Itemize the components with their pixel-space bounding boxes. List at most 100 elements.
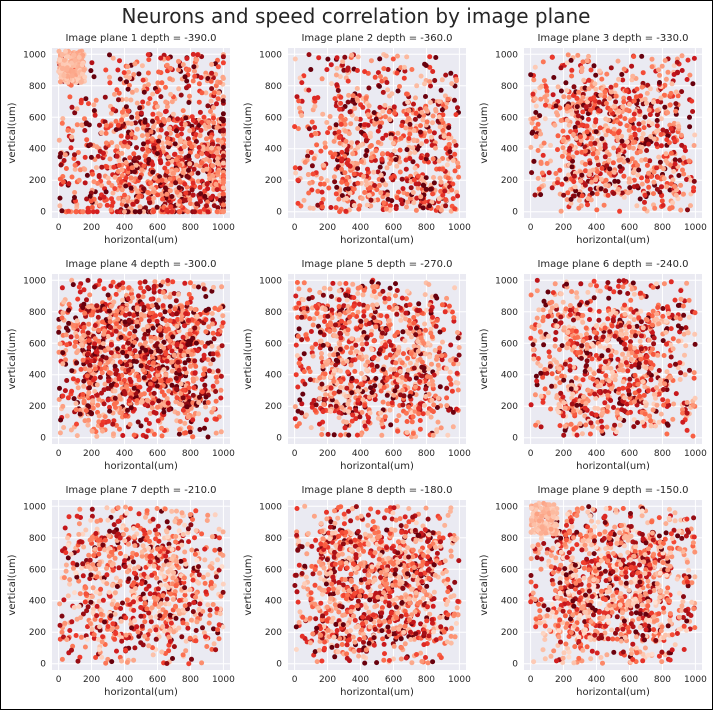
data-point [345,186,351,192]
x-tick-label: 800 [182,223,199,233]
data-point [349,140,355,146]
data-point [86,122,92,128]
data-point [579,172,585,178]
data-point [391,148,397,154]
data-point [201,206,207,212]
data-point [102,94,108,100]
data-point [299,113,305,118]
data-point [167,176,173,182]
data-point [137,280,143,286]
data-point [528,144,534,150]
data-point [90,171,95,177]
data-point [334,65,340,71]
data-point [197,109,203,115]
data-point [77,167,83,173]
data-point [339,179,345,185]
data-point [80,392,86,397]
data-point [69,368,75,374]
data-point [691,185,697,191]
data-point [404,191,410,197]
data-point [441,133,447,139]
data-point [305,172,311,178]
data-point [74,122,80,128]
data-point [220,202,226,208]
data-point [531,77,537,83]
data-point [644,90,650,96]
data-point [539,83,545,89]
data-point [309,345,315,351]
data-point [83,96,89,102]
data-point [539,170,545,176]
y-tick-label: 800 [501,82,518,92]
data-point [151,145,157,151]
data-point [186,318,191,323]
data-point [131,151,137,157]
data-point [620,104,626,110]
data-point [424,152,430,158]
data-point [182,323,187,329]
data-point [170,170,176,176]
data-point [342,54,348,60]
data-point [71,52,77,58]
data-point [92,112,98,118]
data-point [154,204,160,210]
data-point [56,48,62,54]
data-point [540,152,546,158]
data-point [419,109,425,115]
data-point [71,322,76,328]
data-point [345,78,351,84]
data-point [564,88,570,94]
data-point [60,116,66,122]
data-point [162,294,168,300]
data-point [603,116,609,122]
data-point [336,135,342,140]
data-point [452,151,458,157]
data-point [337,209,343,215]
x-axis-label: horizontal(um) [104,461,178,472]
data-point [659,63,665,69]
data-point [117,396,123,402]
data-point [410,145,416,151]
data-point [59,285,65,291]
data-point [689,98,695,104]
data-point [586,116,591,122]
data-point [80,305,86,311]
data-point [190,192,196,198]
data-point [146,57,152,63]
data-point [81,398,87,404]
data-point [142,153,148,159]
data-point [354,68,360,73]
data-point [445,96,451,102]
data-point [661,176,667,181]
data-point [160,303,166,309]
data-point [611,126,617,132]
data-point [125,86,131,92]
data-point [177,401,182,407]
data-point [308,67,314,72]
data-point [138,285,144,291]
data-point [145,285,151,290]
data-point [148,129,154,135]
data-point [209,311,215,316]
data-point [199,90,205,96]
data-point [139,133,145,139]
data-point [673,108,679,114]
data-point [424,119,430,125]
data-point [565,52,571,58]
data-point [204,181,210,187]
data-point [296,98,302,104]
data-point [327,114,333,119]
data-point [182,140,188,146]
data-point [331,174,337,180]
data-point [176,431,182,437]
data-point [572,184,578,190]
y-tick-label: 400 [29,371,46,381]
data-point [333,205,339,211]
data-point [115,67,121,73]
data-point [127,75,132,81]
data-point [75,348,81,354]
data-point [85,351,91,357]
data-point [220,98,226,104]
data-point [178,131,184,137]
data-point [202,193,208,199]
